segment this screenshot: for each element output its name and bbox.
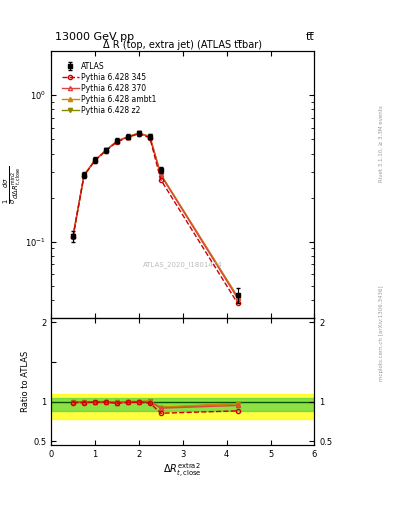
Pythia 6.428 370: [136, 130, 141, 136]
Pythia 6.428 z2: [125, 134, 130, 140]
Y-axis label: Ratio to ATLAS: Ratio to ATLAS: [21, 351, 30, 413]
Pythia 6.428 370: [235, 295, 240, 302]
Line: Pythia 6.428 ambt1: Pythia 6.428 ambt1: [71, 131, 240, 299]
Pythia 6.428 345: [115, 139, 119, 145]
Y-axis label: $\frac{1}{\sigma}\frac{d\sigma}{d\Delta R^{\mathrm{min2}}_{t,\mathrm{close}}}$: $\frac{1}{\sigma}\frac{d\sigma}{d\Delta …: [1, 166, 23, 204]
X-axis label: $\Delta R^{\mathrm{extra2}}_{t,\mathrm{close}}$: $\Delta R^{\mathrm{extra2}}_{t,\mathrm{c…: [163, 462, 202, 480]
Pythia 6.428 z2: [136, 130, 141, 136]
Pythia 6.428 345: [125, 134, 130, 140]
Pythia 6.428 ambt1: [235, 294, 240, 300]
Pythia 6.428 ambt1: [125, 134, 130, 140]
Pythia 6.428 345: [136, 131, 141, 137]
Pythia 6.428 345: [82, 173, 86, 179]
Bar: [51, 398, 314, 411]
Pythia 6.428 ambt1: [136, 130, 141, 136]
Line: Pythia 6.428 345: Pythia 6.428 345: [71, 132, 240, 305]
Pythia 6.428 ambt1: [158, 171, 163, 177]
Pythia 6.428 370: [93, 157, 97, 163]
Text: ATLAS_2020_I1801434: ATLAS_2020_I1801434: [143, 262, 222, 268]
Pythia 6.428 345: [93, 158, 97, 164]
Text: mcplots.cern.ch [arXiv:1306.3436]: mcplots.cern.ch [arXiv:1306.3436]: [379, 285, 384, 380]
Pythia 6.428 z2: [93, 157, 97, 163]
Bar: [51, 394, 314, 419]
Pythia 6.428 ambt1: [104, 147, 108, 153]
Pythia 6.428 ambt1: [82, 172, 86, 178]
Line: Pythia 6.428 370: Pythia 6.428 370: [71, 131, 240, 301]
Pythia 6.428 ambt1: [71, 233, 75, 239]
Pythia 6.428 345: [235, 300, 240, 306]
Pythia 6.428 370: [147, 134, 152, 140]
Pythia 6.428 z2: [71, 233, 75, 239]
Pythia 6.428 370: [125, 134, 130, 140]
Text: tt̅: tt̅: [306, 32, 314, 42]
Legend: ATLAS, Pythia 6.428 345, Pythia 6.428 370, Pythia 6.428 ambt1, Pythia 6.428 z2: ATLAS, Pythia 6.428 345, Pythia 6.428 37…: [60, 60, 158, 116]
Text: Rivet 3.1.10, ≥ 3.3M events: Rivet 3.1.10, ≥ 3.3M events: [379, 105, 384, 182]
Pythia 6.428 z2: [147, 134, 152, 140]
Pythia 6.428 ambt1: [93, 157, 97, 163]
Pythia 6.428 345: [71, 234, 75, 240]
Pythia 6.428 z2: [235, 294, 240, 300]
Pythia 6.428 z2: [158, 172, 163, 178]
Line: Pythia 6.428 z2: Pythia 6.428 z2: [71, 131, 240, 299]
Pythia 6.428 z2: [104, 147, 108, 154]
Pythia 6.428 370: [71, 233, 75, 239]
Pythia 6.428 z2: [82, 172, 86, 178]
Text: 13000 GeV pp: 13000 GeV pp: [55, 32, 134, 42]
Pythia 6.428 370: [104, 147, 108, 154]
Pythia 6.428 370: [115, 138, 119, 144]
Pythia 6.428 345: [158, 177, 163, 183]
Pythia 6.428 345: [147, 135, 152, 141]
Pythia 6.428 ambt1: [147, 133, 152, 139]
Pythia 6.428 ambt1: [115, 138, 119, 144]
Title: Δ R (top, extra jet) (ATLAS tt̅bar): Δ R (top, extra jet) (ATLAS tt̅bar): [103, 40, 262, 50]
Pythia 6.428 370: [158, 172, 163, 178]
Pythia 6.428 z2: [115, 138, 119, 144]
Pythia 6.428 370: [82, 172, 86, 178]
Pythia 6.428 345: [104, 147, 108, 154]
